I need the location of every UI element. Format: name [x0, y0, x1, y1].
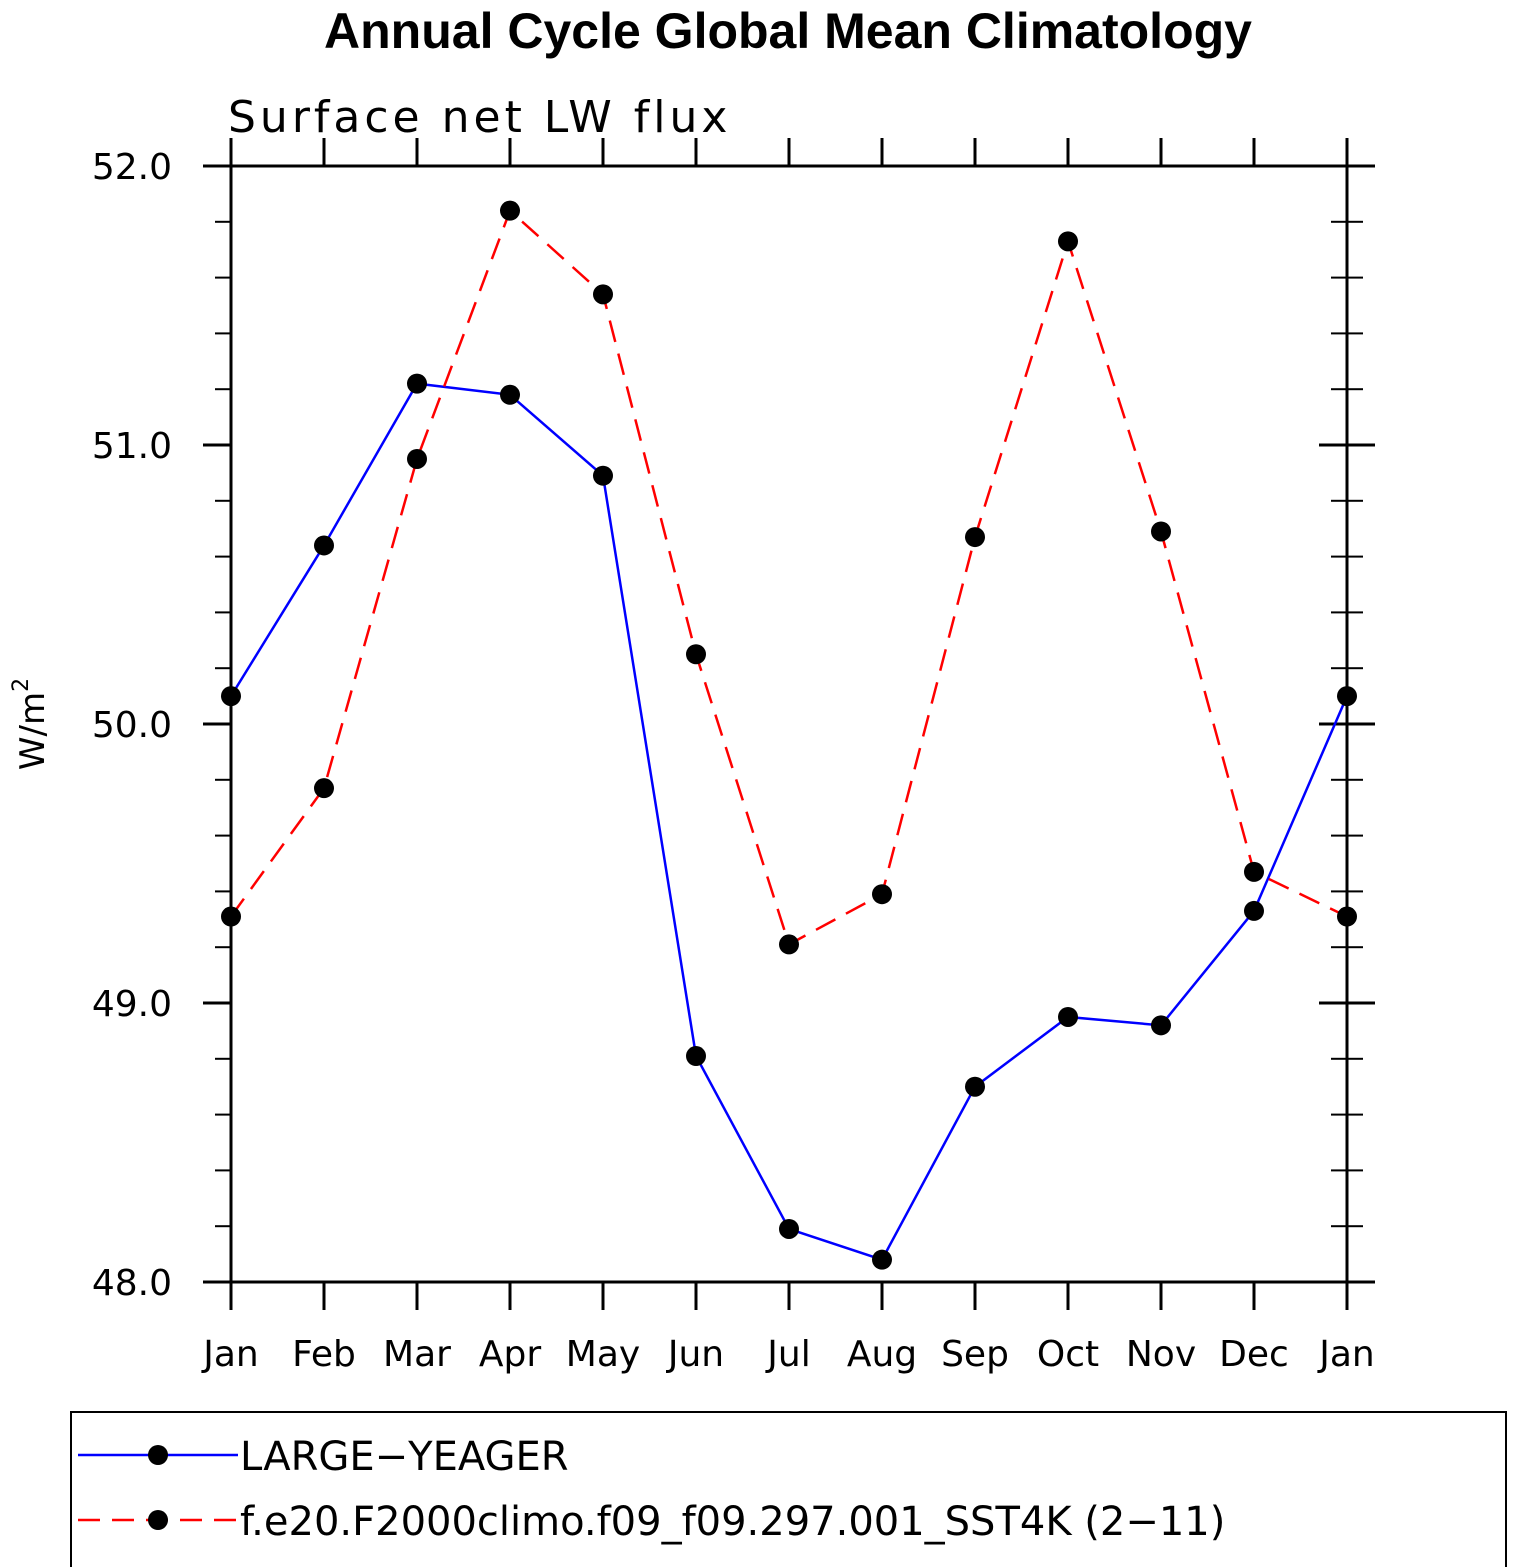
- data-point: [593, 465, 613, 486]
- series-2: [229, 208, 1348, 947]
- data-point: [1058, 231, 1078, 252]
- y-axis-label-text: W/m2: [9, 678, 53, 770]
- x-tick-label: Apr: [479, 1334, 541, 1375]
- data-point: [872, 1249, 892, 1270]
- x-tick-label: Oct: [1037, 1334, 1099, 1375]
- x-tick-label: Jan: [201, 1334, 259, 1375]
- x-tick-label: Jul: [765, 1334, 810, 1375]
- x-tick-label: Sep: [941, 1334, 1009, 1375]
- y-tick-label: 49.0: [92, 984, 172, 1025]
- legend: LARGE−YEAGER f.e20.F2000climo.f09_f09.297…: [70, 1411, 1507, 1567]
- data-point: [1058, 1006, 1078, 1027]
- legend-marker: [148, 1510, 168, 1530]
- y-tick-labels: 48.0 49.0 50.0 51.0 52.0: [92, 147, 172, 1304]
- x-tick-label: Jun: [666, 1334, 724, 1375]
- y-axis-label-superscript: 2: [9, 678, 34, 692]
- y-axis-label: W/m2: [9, 678, 53, 770]
- series-1-markers: [221, 373, 1357, 1270]
- x-tick-label: May: [566, 1334, 640, 1375]
- legend-label: f.e20.F2000climo.f09_f09.297.001_SST4K (…: [240, 1499, 1225, 1545]
- data-point: [500, 384, 520, 405]
- x-tick-label: Nov: [1126, 1334, 1196, 1375]
- data-point: [500, 200, 520, 221]
- data-point: [1244, 861, 1264, 882]
- data-point: [1244, 900, 1264, 921]
- data-point: [314, 778, 334, 799]
- data-point: [407, 448, 427, 469]
- data-point: [1151, 1015, 1171, 1036]
- data-point: [314, 535, 334, 556]
- x-tick-label: Feb: [292, 1334, 356, 1375]
- y-tick-label: 50.0: [92, 705, 172, 746]
- x-tick-label: Dec: [1219, 1334, 1289, 1375]
- x-tick-label: Aug: [847, 1334, 917, 1375]
- chart-title: Annual Cycle Global Mean Climatology: [324, 3, 1252, 59]
- data-point: [686, 644, 706, 665]
- y-tick-label: 51.0: [92, 426, 172, 467]
- y-tick-label: 48.0: [92, 1263, 172, 1304]
- legend-box: [70, 1411, 1507, 1567]
- data-point: [686, 1046, 706, 1067]
- data-point: [965, 1076, 985, 1097]
- series-1: [229, 382, 1349, 1262]
- chart-subtitle: Surface net LW flux: [228, 92, 731, 143]
- data-point: [779, 934, 799, 955]
- series-layer: [221, 200, 1357, 1270]
- x-tick-label: Mar: [383, 1334, 451, 1375]
- data-point: [965, 527, 985, 548]
- y-axis-label-main: W/m: [13, 692, 53, 770]
- data-point: [779, 1218, 799, 1239]
- legend-marker: [148, 1445, 168, 1465]
- data-point: [1151, 521, 1171, 542]
- y-tick-label: 52.0: [92, 147, 172, 188]
- data-point: [407, 373, 427, 394]
- x-tick-label: Jan: [1317, 1334, 1375, 1375]
- data-point: [872, 884, 892, 905]
- x-tick-labels: Jan Feb Mar Apr May Jun Jul Aug Sep Oct Nov Dec Jan: [201, 1334, 1375, 1375]
- legend-label: LARGE−YEAGER: [240, 1434, 569, 1480]
- data-point: [593, 284, 613, 305]
- plot-frame: [229, 164, 1349, 1284]
- axis-ticks: [203, 138, 1375, 1310]
- series-line: [229, 382, 1349, 1262]
- series-line: [229, 208, 1348, 947]
- series-2-markers: [221, 200, 1357, 955]
